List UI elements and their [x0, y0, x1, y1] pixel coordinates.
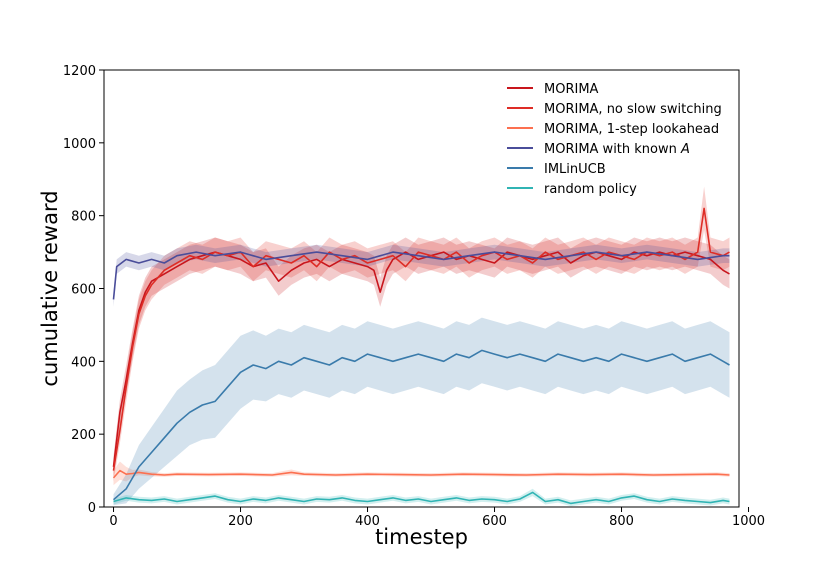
y-axis-label: cumulative reward: [38, 190, 62, 386]
y-axis-ticks: 0 200 400 600 800 1000 1200: [63, 64, 104, 516]
x-tick-label: 400: [355, 514, 380, 529]
series-line-random-policy: [113, 491, 730, 505]
series-line-morima-1-step-lookahead: [112, 469, 730, 479]
x-axis-label: timestep: [375, 525, 468, 549]
legend-label: MORIMA, 1-step lookahead: [544, 122, 719, 137]
band-morima: [113, 237, 730, 478]
x-tick-label: 1000: [732, 514, 765, 529]
y-tick-label: 800: [71, 210, 96, 225]
y-tick-label: 1000: [63, 137, 96, 152]
series-line-morima-with-known-a: [112, 251, 730, 300]
legend-label: MORIMA: [544, 82, 599, 97]
x-tick-label: 600: [482, 514, 507, 529]
x-tick-label: 800: [609, 514, 634, 529]
confidence-bands: [113, 186, 730, 507]
band-imlinucb: [113, 317, 730, 506]
x-tick-label: 0: [109, 514, 117, 529]
series-lines: [112, 207, 730, 505]
y-tick-label: 0: [88, 501, 96, 516]
legend-label: random policy: [544, 182, 637, 197]
x-tick-label: 200: [228, 514, 253, 529]
legend-label: MORIMA with known A: [544, 142, 690, 157]
x-axis-ticks: 0 200 400 600 800 1000: [109, 507, 765, 529]
y-tick-label: 400: [71, 355, 96, 370]
series-line-imlinucb: [112, 349, 730, 501]
series-line-morima-no-slow-switching: [112, 207, 730, 471]
y-tick-label: 1200: [63, 64, 96, 79]
series-line-morima: [112, 251, 730, 467]
legend-label: MORIMA, no slow switching: [544, 102, 722, 117]
y-tick-label: 600: [71, 283, 96, 298]
y-tick-label: 200: [71, 428, 96, 443]
legend: MORIMA MORIMA, no slow switching MORIMA, 1…: [507, 82, 722, 197]
band-morima-1-step-lookahead: [113, 461, 730, 486]
legend-label: IMLinUCB: [544, 162, 606, 177]
